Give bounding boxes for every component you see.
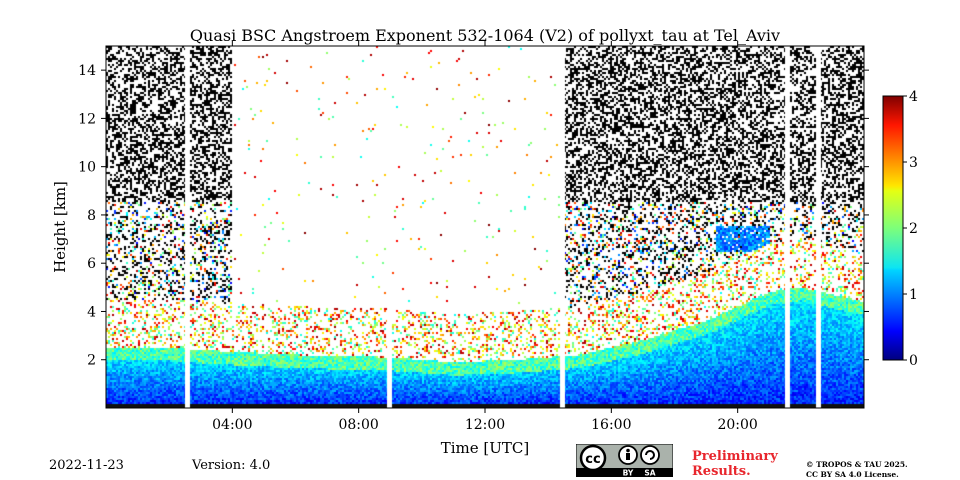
- y-tick-label: 12: [78, 111, 96, 127]
- y-tick-label: 6: [87, 256, 96, 272]
- copyright-notice: © TROPOS & TAU 2025. CC BY SA 4.0 Licens…: [806, 460, 908, 480]
- preliminary-line1: Preliminary: [692, 449, 778, 464]
- colorbar-ticks: 0 1 2 3 4: [903, 89, 918, 369]
- y-tick-label: 10: [78, 160, 96, 176]
- x-tick-label: 04:00: [212, 417, 252, 433]
- colorbar-tick-label: 0: [909, 353, 918, 369]
- colorbar-tick-label: 3: [909, 155, 918, 171]
- preliminary-line2: Results.: [692, 464, 751, 479]
- chart-title: Quasi BSC Angstroem Exponent 532-1064 (V…: [189, 26, 781, 45]
- colorbar-tick-label: 4: [909, 89, 918, 105]
- sa-label: SA: [644, 469, 655, 478]
- copyright-line1: © TROPOS & TAU 2025.: [806, 460, 908, 469]
- y-tick-label: 4: [87, 304, 96, 320]
- footer-date: 2022-11-23: [49, 458, 124, 473]
- copyright-line2: CC BY SA 4.0 License.: [806, 470, 899, 479]
- y-tick-label: 14: [78, 63, 96, 79]
- y-axis-label: Height [km]: [51, 181, 69, 273]
- y-tick-label: 8: [87, 208, 96, 224]
- x-axis-label: Time [UTC]: [441, 439, 530, 457]
- x-tick-label: 16:00: [591, 417, 631, 433]
- x-tick-label: 12:00: [465, 417, 505, 433]
- colorbar-tick-label: 1: [909, 287, 918, 303]
- cc-label: cc: [585, 452, 600, 467]
- x-tick-label: 08:00: [338, 417, 378, 433]
- x-tick-label: 20:00: [717, 417, 757, 433]
- heatmap-image: [106, 46, 864, 408]
- by-label: BY: [623, 469, 634, 478]
- creative-commons-icon: cc BY SA: [576, 444, 673, 477]
- colorbar: [882, 95, 904, 361]
- plot-area: [106, 46, 864, 408]
- y-tick-label: 2: [87, 353, 96, 369]
- preliminary-notice: Preliminary Results.: [692, 449, 778, 479]
- colorbar-tick-label: 2: [909, 221, 918, 237]
- footer-version: Version: 4.0: [192, 458, 271, 473]
- axes: 04:00 08:00 12:00 16:00 20:00 2 4 6 8 10 12 14 Time …: [51, 41, 869, 457]
